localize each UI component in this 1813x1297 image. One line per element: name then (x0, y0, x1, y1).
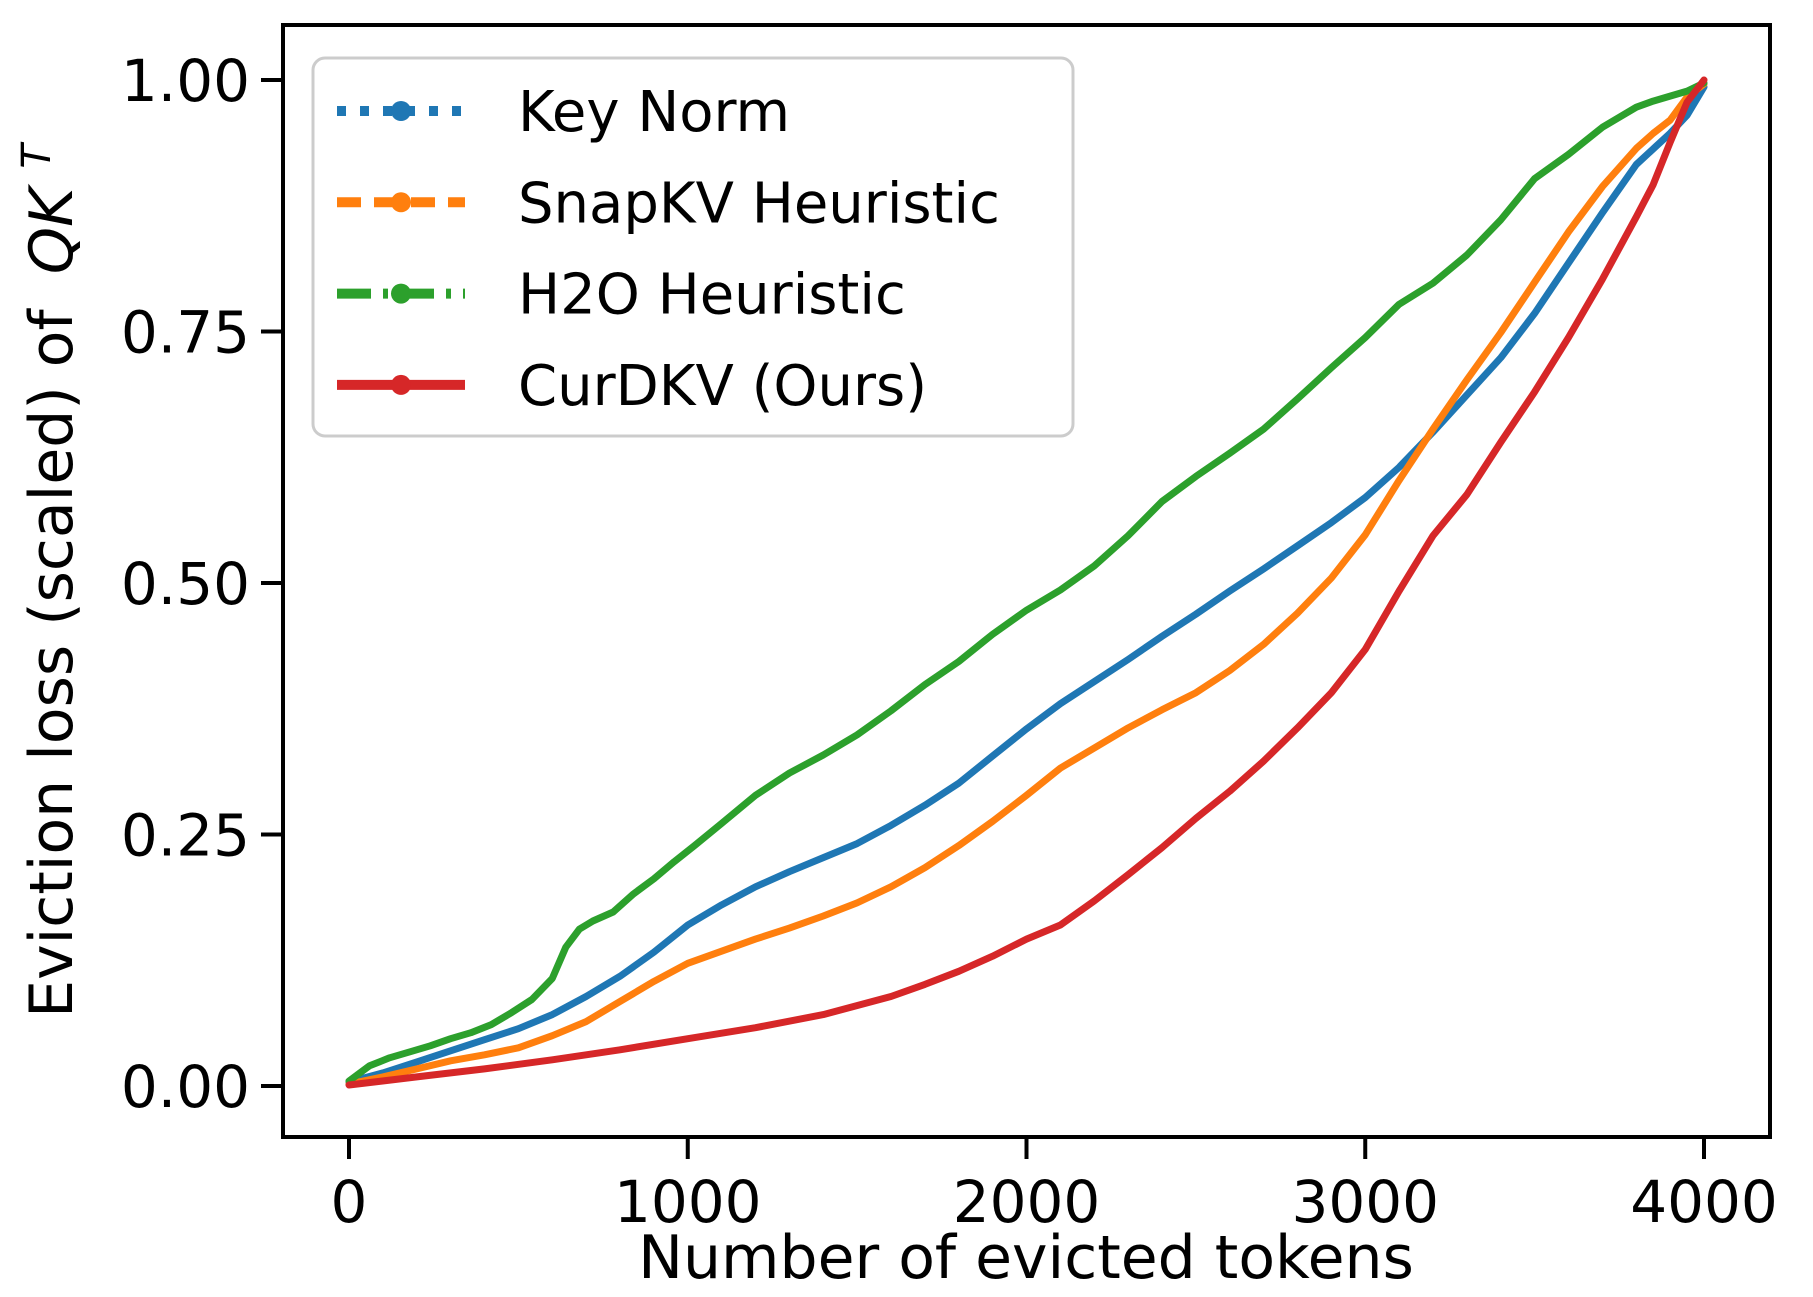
series-line-curdkv-ours (345, 76, 1708, 1089)
x-tick-label: 3000 (1291, 1168, 1439, 1236)
x-axis-label: Number of evicted tokens (638, 1223, 1414, 1293)
legend-entry: SnapKV Heuristic (337, 171, 1000, 236)
legend-marker-dot (391, 101, 411, 121)
x-tick-label: 4000 (1630, 1168, 1778, 1236)
legend-label: Key Norm (518, 80, 790, 145)
legend-entry: Key Norm (337, 80, 790, 145)
y-axis-label-superscript: T (14, 141, 60, 169)
legend-marker-dot (391, 283, 411, 304)
legend-entry: CurDKV (Ours) (337, 354, 927, 419)
legend-marker-dot (391, 192, 411, 213)
series-line-h2o-heuristic (345, 79, 1708, 1085)
y-tick-label: 0.75 (121, 299, 250, 367)
legend-marker-dot (391, 374, 411, 395)
legend: Key Norm SnapKV Heuristic H2O Heuristic Cur… (311, 56, 1075, 438)
y-tick-label: 0.00 (121, 1053, 250, 1121)
x-tick-label: 1000 (614, 1168, 762, 1236)
legend-label: CurDKV (Ours) (518, 354, 927, 419)
legend-label: SnapKV Heuristic (518, 171, 1000, 236)
legend-box (311, 56, 1075, 438)
y-axis-label-math: QK (17, 183, 87, 274)
series-line-key-norm (345, 83, 1708, 1086)
y-axis-label: Eviction loss (scaled) of QK T (14, 141, 87, 1018)
y-tick-label: 0.50 (121, 550, 250, 618)
y-axis-label-text: Eviction loss (scaled) of (17, 307, 87, 1017)
y-axis-ticks: 0.00 0.25 0.50 0.75 1.00 (121, 47, 283, 1121)
series-line-snapkv-heuristic (345, 80, 1708, 1088)
y-tick-label: 0.25 (121, 802, 250, 870)
y-tick-label: 1.00 (121, 47, 250, 115)
legend-entry: H2O Heuristic (337, 263, 906, 328)
x-tick-label: 0 (331, 1168, 368, 1236)
legend-label: H2O Heuristic (518, 263, 906, 328)
data-series-lines (345, 76, 1708, 1089)
x-tick-label: 2000 (953, 1168, 1101, 1236)
x-axis-ticks: 0 1000 2000 3000 4000 (331, 1137, 1778, 1236)
